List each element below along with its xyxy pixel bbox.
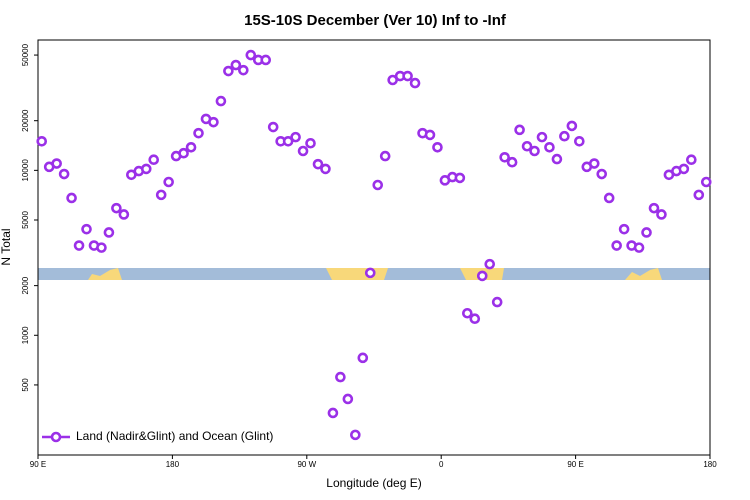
- point: [566, 120, 578, 132]
- legend-marker: [50, 431, 62, 443]
- point: [656, 209, 667, 220]
- y-axis-title: N Total: [0, 228, 13, 265]
- x-tick-label: 90 E: [567, 460, 583, 469]
- point: [432, 141, 443, 153]
- point: [342, 393, 354, 405]
- point: [499, 151, 510, 163]
- point: [103, 227, 115, 238]
- point: [223, 65, 234, 77]
- point: [81, 223, 92, 235]
- point: [424, 129, 436, 141]
- point: [96, 242, 107, 253]
- point: [36, 136, 48, 147]
- point: [215, 95, 227, 107]
- point: [282, 136, 294, 147]
- point: [58, 168, 70, 180]
- y-tick-label: 500: [21, 378, 30, 392]
- point: [536, 131, 548, 143]
- y-tick-label: 20000: [21, 109, 30, 132]
- point: [193, 127, 204, 139]
- point: [633, 242, 645, 253]
- point: [514, 124, 525, 136]
- plot-frame: [37, 39, 711, 456]
- point: [618, 223, 630, 235]
- point: [245, 49, 257, 61]
- point: [238, 64, 249, 76]
- point: [588, 158, 600, 169]
- point: [357, 352, 369, 364]
- point: [462, 307, 473, 319]
- point: [678, 163, 690, 175]
- point: [641, 227, 652, 238]
- land: [88, 268, 122, 280]
- point: [379, 150, 391, 162]
- point: [574, 136, 585, 147]
- land: [625, 268, 662, 280]
- point: [603, 192, 615, 204]
- point: [178, 147, 189, 159]
- legend-label: Land (Nadir&Glint) and Ocean (Glint): [76, 429, 273, 443]
- point: [409, 77, 421, 89]
- x-tick-label: 180: [166, 460, 180, 469]
- point: [73, 240, 85, 251]
- y-tick-label: 1000: [21, 326, 30, 344]
- y-tick-label: 5000: [21, 211, 30, 229]
- point: [260, 54, 272, 66]
- point: [686, 154, 697, 166]
- point: [335, 371, 346, 383]
- point: [596, 168, 608, 180]
- y-tick-label: 2000: [21, 276, 30, 294]
- point: [297, 145, 309, 157]
- chart-title: 15S-10S December (Ver 10) Inf to -Inf: [244, 12, 507, 29]
- point: [454, 172, 466, 184]
- point: [148, 154, 160, 166]
- point: [185, 141, 197, 153]
- x-tick-label: 180: [703, 460, 717, 469]
- x-tick-label: 90 E: [30, 460, 46, 469]
- point: [230, 59, 242, 71]
- point: [491, 296, 503, 308]
- x-tick-label: 90 W: [297, 460, 316, 469]
- point: [700, 176, 712, 188]
- point: [111, 202, 122, 214]
- point: [155, 189, 167, 201]
- point: [402, 70, 413, 82]
- point: [544, 141, 555, 153]
- point: [312, 158, 324, 170]
- point: [469, 313, 481, 325]
- land: [326, 268, 388, 280]
- point: [290, 131, 301, 143]
- point: [521, 140, 533, 152]
- point: [559, 130, 570, 142]
- point: [51, 158, 62, 169]
- y-tick-label: 10000: [21, 159, 30, 182]
- point: [476, 270, 488, 282]
- point: [163, 176, 174, 188]
- x-axis-title: Longitude (deg E): [326, 476, 421, 490]
- point: [648, 202, 660, 214]
- point: [551, 153, 563, 165]
- point: [327, 407, 339, 419]
- point: [506, 156, 518, 168]
- y-tick-label: 50000: [21, 43, 30, 66]
- point: [372, 179, 384, 191]
- point: [611, 240, 622, 251]
- point: [267, 121, 279, 133]
- point: [118, 209, 130, 220]
- x-tick-label: 0: [439, 460, 444, 469]
- point: [66, 192, 77, 204]
- point: [208, 116, 219, 128]
- point: [529, 145, 540, 157]
- point: [350, 429, 361, 441]
- point: [364, 267, 376, 279]
- point: [305, 137, 316, 149]
- point: [320, 163, 331, 175]
- point: [484, 258, 496, 270]
- point: [693, 189, 705, 201]
- point: [140, 163, 152, 175]
